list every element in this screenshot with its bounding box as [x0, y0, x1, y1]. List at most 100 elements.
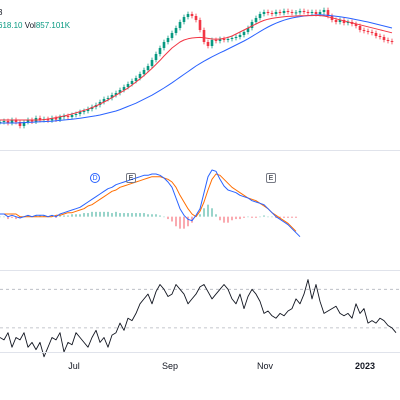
macd-histogram-bar	[151, 214, 153, 217]
candle-body	[318, 12, 322, 14]
macd-histogram-bar	[79, 214, 81, 217]
macd-histogram-bar	[99, 211, 101, 217]
macd-histogram-bar	[19, 216, 21, 218]
macd-histogram-bar	[95, 211, 97, 217]
macd-histogram-bar	[147, 214, 149, 217]
indicator-pane[interactable]	[0, 279, 400, 358]
macd-histogram-bar	[175, 216, 177, 227]
candle-body	[66, 116, 70, 117]
candle-body	[178, 22, 182, 28]
macd-histogram-bar	[155, 214, 157, 217]
candle-body	[14, 120, 18, 122]
candle-body	[110, 95, 114, 98]
candle-body	[218, 39, 222, 41]
candle-body	[58, 117, 62, 120]
candle-body	[174, 28, 178, 33]
candle-body	[182, 17, 186, 22]
macd-pane[interactable]	[0, 169, 301, 238]
macd-histogram-bar	[171, 216, 173, 222]
earnings-marker[interactable]: E	[126, 173, 136, 183]
macd-histogram-bar	[103, 211, 105, 217]
candle-body	[274, 12, 278, 14]
ma-slow-line	[0, 14, 393, 124]
candle-body	[118, 90, 122, 93]
macd-histogram-bar	[227, 216, 229, 223]
dividend-marker[interactable]: D	[90, 173, 100, 183]
macd-histogram-bar	[91, 211, 93, 217]
ohlc-value: 618.10	[0, 21, 23, 30]
earnings-marker-label: E	[268, 175, 274, 182]
macd-histogram-bar	[51, 215, 53, 217]
candle-body	[226, 39, 230, 40]
candle-body	[30, 120, 34, 122]
candle-body	[78, 112, 82, 114]
candle-body	[114, 93, 118, 95]
candle-body	[306, 12, 310, 13]
candle-body	[322, 10, 326, 12]
candle-body	[266, 12, 270, 13]
candle-body	[262, 12, 266, 14]
macd-histogram-bar	[295, 216, 297, 218]
candle-body	[50, 118, 54, 121]
candle-body	[74, 114, 78, 115]
macd-histogram-bar	[143, 213, 145, 217]
candle-body	[54, 118, 58, 120]
candle-body	[82, 111, 86, 112]
candle-body	[290, 12, 294, 13]
candle-body	[374, 33, 378, 36]
macd-histogram-bar	[111, 213, 113, 217]
x-axis-tick-label: Nov	[257, 361, 273, 371]
candle-body	[310, 12, 314, 13]
macd-histogram-bar	[115, 211, 117, 217]
candle-body	[38, 118, 42, 120]
candle-body	[210, 40, 214, 46]
candle-body	[190, 14, 194, 16]
macd-histogram-bar	[127, 213, 129, 217]
macd-histogram-bar	[259, 216, 261, 218]
macd-histogram-bar	[199, 214, 201, 217]
earnings-marker-label: E	[128, 175, 134, 182]
macd-histogram-bar	[87, 213, 89, 217]
price-pane[interactable]	[0, 7, 394, 129]
candle-body	[326, 10, 330, 16]
macd-histogram-bar	[291, 216, 293, 218]
ohlc-legend: 618.10 Vol857.101K	[0, 21, 70, 30]
candle-body	[238, 35, 242, 37]
macd-histogram-bar	[3, 216, 5, 218]
macd-histogram-bar	[159, 215, 161, 217]
macd-histogram-bar	[63, 215, 65, 217]
macd-histogram-bar	[39, 215, 41, 217]
macd-histogram-bar	[11, 216, 13, 218]
candle-body	[26, 120, 30, 122]
candle-body	[146, 66, 150, 70]
macd-histogram-bar	[271, 216, 273, 218]
tick-label-nov: Nov	[256, 361, 274, 371]
candle-body	[346, 22, 350, 23]
candle-body	[18, 122, 22, 126]
candle-body	[366, 31, 370, 32]
candle-body	[86, 109, 90, 111]
macd-histogram-bar	[207, 204, 209, 217]
tick-label-2023: 2023	[354, 361, 376, 371]
candle-body	[46, 119, 50, 121]
candle-body	[270, 13, 274, 14]
macd-histogram-bar	[247, 216, 249, 218]
candle-body	[358, 26, 362, 30]
candle-body	[386, 40, 390, 41]
macd-histogram-bar	[183, 216, 185, 229]
macd-histogram-bar	[167, 216, 169, 220]
macd-histogram-bar	[263, 215, 265, 217]
tick-label-jul: Jul	[68, 361, 80, 371]
macd-histogram-bar	[0, 216, 1, 218]
macd-histogram-bar	[107, 211, 109, 217]
macd-histogram-bar	[123, 213, 125, 217]
symbol-fragment: 3	[0, 8, 3, 17]
candle-body	[222, 39, 226, 40]
candle-body	[162, 42, 166, 48]
earnings-marker[interactable]: E	[266, 173, 276, 183]
candle-body	[194, 16, 198, 20]
macd-histogram-bar	[83, 213, 85, 217]
macd-histogram-bar	[119, 213, 121, 217]
candle-body	[390, 41, 394, 42]
